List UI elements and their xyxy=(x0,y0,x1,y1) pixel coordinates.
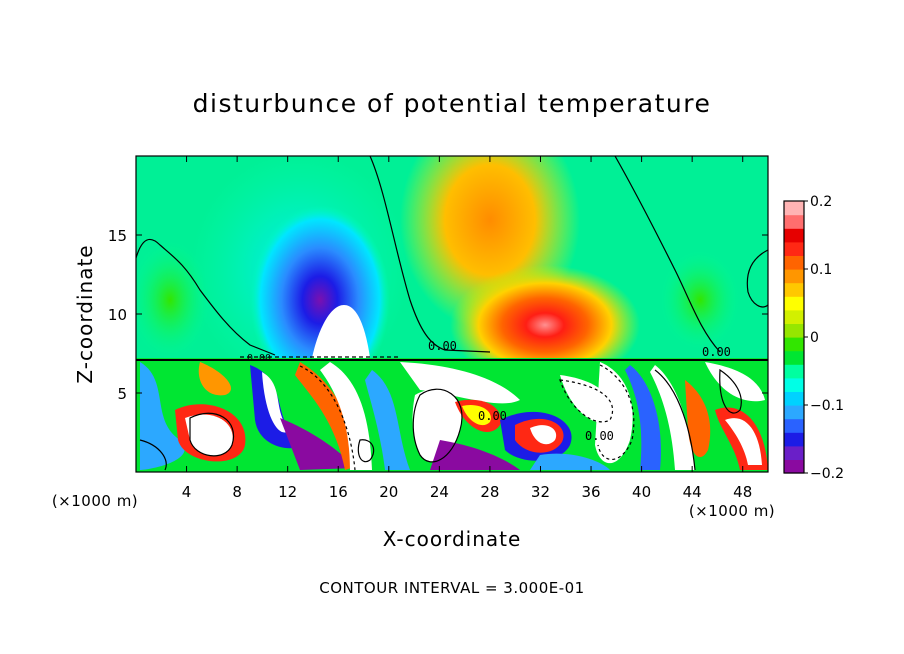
chart-title: disturbunce of potential temperature xyxy=(193,89,712,118)
colorbar-tick-label: −0.2 xyxy=(810,466,844,482)
colorbar-swatch xyxy=(784,364,804,379)
contour-label: 0.00 xyxy=(478,409,507,423)
colorbar-swatch xyxy=(784,241,804,256)
colorbar-swatch xyxy=(784,445,804,460)
y-axis-title: Z-coordinate xyxy=(73,244,97,383)
x-tick-label: 12 xyxy=(278,483,297,501)
colorbar xyxy=(784,201,804,474)
x-axis-unit-left: (×1000 m) xyxy=(52,492,138,510)
colorbar-ticks: 0.2 0.1 0 −0.1 −0.2 xyxy=(804,194,844,482)
colorbar-swatch xyxy=(784,323,804,338)
x-tick-label: 44 xyxy=(683,483,702,501)
y-tick-label: 10 xyxy=(108,306,127,324)
x-tick-label: 8 xyxy=(232,483,242,501)
contour-label: 0.00 xyxy=(428,339,457,353)
x-tick-label: 4 xyxy=(182,483,192,501)
colorbar-tick-label: −0.1 xyxy=(810,398,844,414)
colorbar-swatch xyxy=(784,350,804,365)
colorbar-swatch xyxy=(784,214,804,229)
x-tick-label: 40 xyxy=(632,483,651,501)
y-tick-label: 5 xyxy=(117,385,127,403)
x-tick-label: 36 xyxy=(581,483,600,501)
colorbar-swatch xyxy=(784,459,804,474)
x-tick-label: 24 xyxy=(430,483,449,501)
colorbar-swatch xyxy=(784,377,804,392)
colorbar-swatch xyxy=(784,201,804,216)
y-axis: 5 10 15 xyxy=(108,227,768,403)
x-tick-label: 16 xyxy=(329,483,348,501)
colorbar-swatch xyxy=(784,337,804,352)
x-tick-label: 48 xyxy=(733,483,752,501)
colorbar-swatch xyxy=(784,255,804,270)
heatmap-field: 0.00 0.00 0.00 0.00 0.00 xyxy=(136,156,768,472)
warm-core-region xyxy=(450,265,640,385)
colorbar-swatch xyxy=(784,309,804,324)
x-axis-title: X-coordinate xyxy=(383,527,522,551)
turbulent-eddies xyxy=(140,362,768,470)
contour-label: 0.00 xyxy=(247,353,271,364)
x-tick-label: 28 xyxy=(480,483,499,501)
colorbar-swatch xyxy=(784,282,804,297)
colorbar-swatch xyxy=(784,391,804,406)
colorbar-swatch xyxy=(784,269,804,284)
x-axis-unit-right: (×1000 m) xyxy=(689,502,775,520)
y-tick-label: 15 xyxy=(108,227,127,245)
contour-interval-note: CONTOUR INTERVAL = 3.000E-01 xyxy=(319,579,584,597)
colorbar-swatch xyxy=(784,405,804,420)
colorbar-tick-label: 0.1 xyxy=(810,262,832,278)
colorbar-swatch xyxy=(784,228,804,243)
contour-labels: 0.00 0.00 0.00 0.00 0.00 xyxy=(247,339,731,443)
x-axis: 4 8 12 16 20 24 28 32 36 40 44 48 xyxy=(182,156,752,501)
colorbar-tick-label: 0 xyxy=(810,330,819,346)
colorbar-swatch xyxy=(784,418,804,433)
colorbar-swatch xyxy=(784,432,804,447)
x-tick-label: 20 xyxy=(379,483,398,501)
colorbar-tick-label: 0.2 xyxy=(810,194,832,210)
contour-label: 0.00 xyxy=(585,429,614,443)
colorbar-swatch xyxy=(784,296,804,311)
x-tick-label: 32 xyxy=(531,483,550,501)
contour-label: 0.00 xyxy=(702,345,731,359)
contour-lines xyxy=(136,156,768,471)
saturated-dome xyxy=(312,305,370,358)
